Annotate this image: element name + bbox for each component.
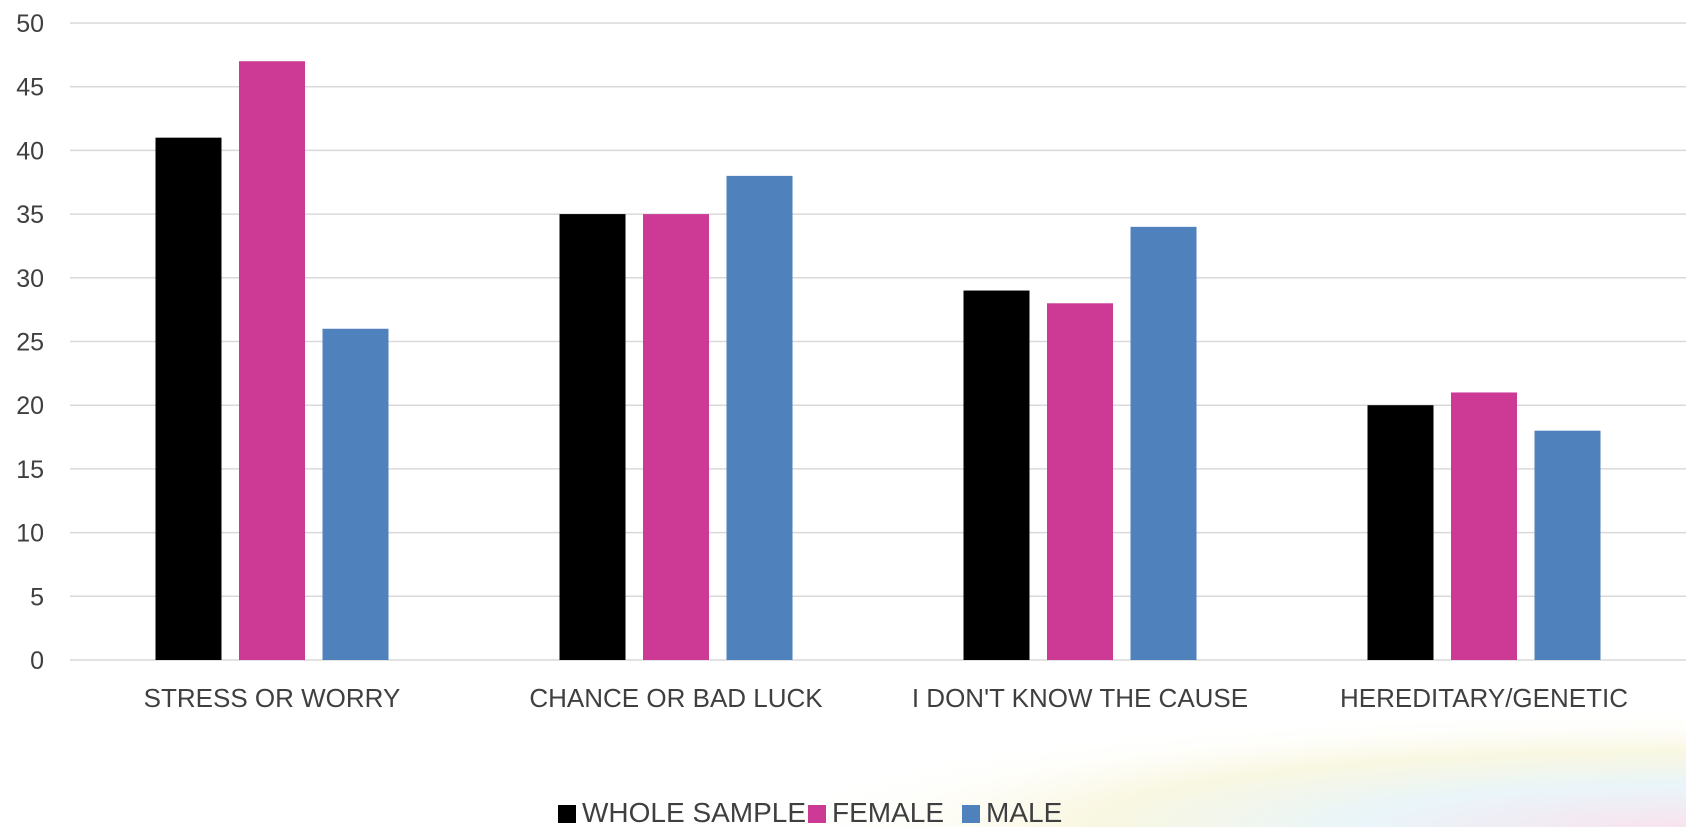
bar-male: [1534, 430, 1601, 660]
bar-male: [726, 175, 793, 660]
bar-female: [643, 214, 709, 660]
legend-swatch: [558, 805, 576, 823]
legend: WHOLE SAMPLE FEMALE MALE: [558, 797, 1062, 827]
legend-swatch: [962, 805, 980, 823]
bar-female: [1047, 303, 1113, 660]
bar-female: [239, 61, 305, 661]
y-tick-label: 20: [16, 392, 44, 420]
bars: [155, 61, 1601, 661]
bar-whole-sample: [963, 290, 1030, 660]
y-tick-label: 45: [16, 74, 44, 102]
x-axis: STRESS OR WORRY CHANCE OR BAD LUCK I DON'T…: [144, 683, 1628, 713]
y-tick-label: 35: [16, 201, 44, 229]
x-category-label: HEREDITARY/GENETIC: [1340, 683, 1628, 713]
bar-female: [1451, 392, 1517, 660]
y-tick-label: 5: [30, 583, 44, 611]
bar-male: [322, 328, 389, 660]
y-tick-label: 0: [30, 647, 44, 675]
gridlines: [70, 22, 1686, 661]
bar-whole-sample: [155, 137, 222, 660]
x-category-label: STRESS OR WORRY: [144, 683, 401, 713]
bar-whole-sample: [1367, 405, 1434, 660]
legend-swatch: [808, 805, 826, 823]
x-category-label: CHANCE OR BAD LUCK: [529, 683, 823, 713]
y-tick-label: 40: [16, 137, 44, 165]
y-tick-label: 30: [16, 265, 44, 293]
y-tick-label: 50: [16, 10, 44, 38]
y-tick-label: 15: [16, 456, 44, 484]
legend-label: WHOLE SAMPLE: [582, 797, 806, 827]
legend-label: MALE: [986, 797, 1062, 827]
y-tick-label: 10: [16, 520, 44, 548]
y-tick-label: 25: [16, 329, 44, 357]
background-glow: [760, 710, 1686, 827]
x-category-label: I DON'T KNOW THE CAUSE: [912, 683, 1248, 713]
y-axis: 0 5 10 15 20 25 30 35 40 45 50: [16, 10, 44, 675]
legend-label: FEMALE: [832, 797, 944, 827]
bar-whole-sample: [559, 214, 626, 660]
bar-male: [1130, 226, 1197, 660]
